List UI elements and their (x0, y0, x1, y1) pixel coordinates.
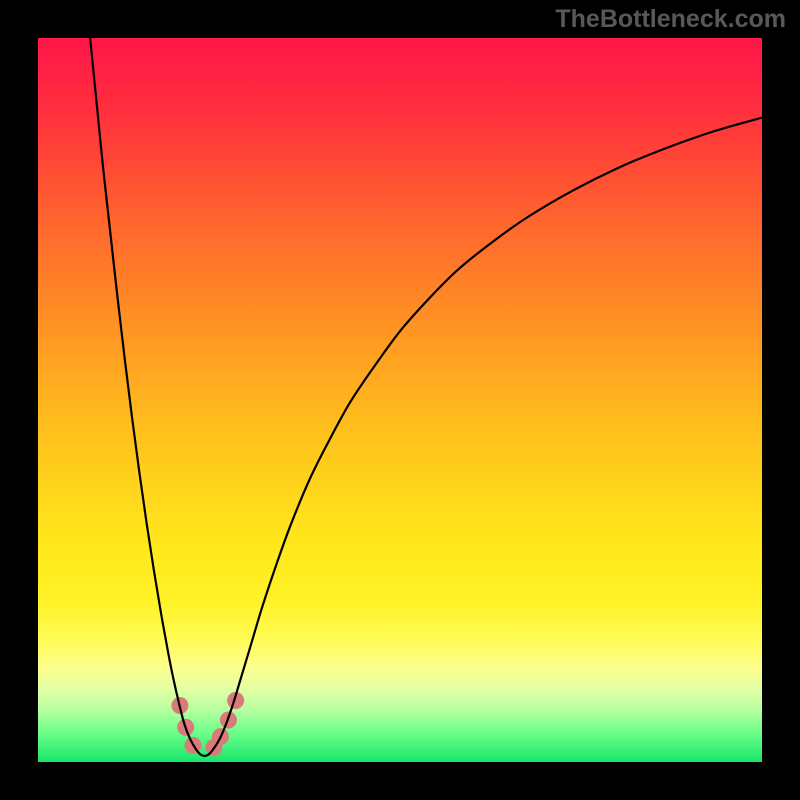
gradient-background (38, 38, 762, 762)
watermark-text: TheBottleneck.com (555, 5, 786, 34)
bottleneck-curve-chart (38, 38, 762, 762)
